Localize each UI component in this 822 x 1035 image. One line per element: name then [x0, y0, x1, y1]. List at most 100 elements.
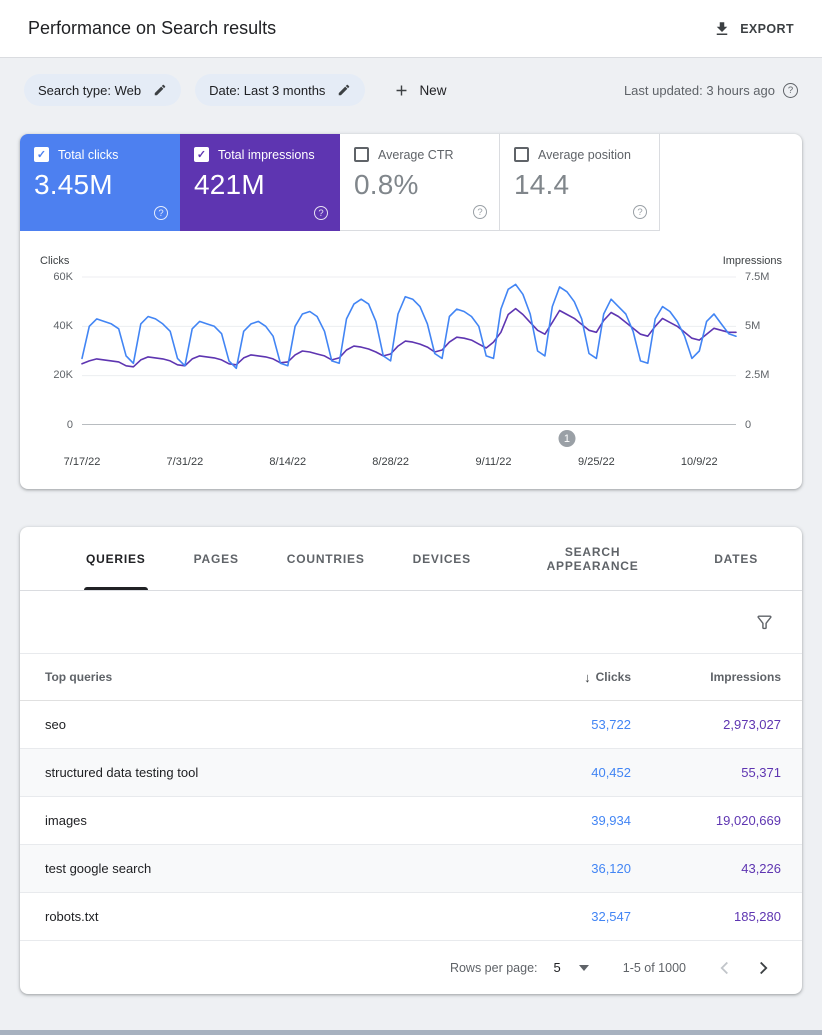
page-title: Performance on Search results	[28, 18, 277, 38]
column-header-clicks[interactable]: ↓ Clicks	[461, 670, 631, 685]
metric-tile-average-position[interactable]: Average position 14.4 ?	[500, 134, 660, 231]
next-page-button[interactable]	[748, 953, 778, 983]
dimensions-table-card: QUERIES PAGES COUNTRIES DEVICES SEARCH A…	[20, 527, 802, 994]
rows-per-page-select[interactable]: 5	[554, 960, 589, 975]
table-row[interactable]: seo 53,722 2,973,027	[20, 701, 802, 749]
help-circle-icon[interactable]: ?	[154, 206, 168, 220]
y-axis-label: 2.5M	[745, 369, 770, 381]
x-axis-label: 8/28/22	[372, 456, 409, 468]
query-cell: seo	[45, 717, 66, 732]
column-header-impressions[interactable]: Impressions	[710, 670, 781, 684]
previous-page-button[interactable]	[710, 953, 740, 983]
pagination-bar: Rows per page: 5 1-5 of 1000	[20, 941, 802, 994]
clicks-cell: 40,452	[591, 765, 631, 780]
column-header-queries: Top queries	[45, 670, 113, 684]
x-axis-label: 9/25/22	[578, 456, 615, 468]
metric-value: 421M	[194, 169, 265, 200]
impressions-cell: 55,371	[741, 765, 781, 780]
table-header-row: Top queries ↓ Clicks Impressions	[20, 653, 802, 701]
metric-value: 0.8%	[354, 169, 419, 200]
metric-label: Average CTR	[378, 147, 454, 162]
checkbox-checked-icon[interactable]: ✓	[34, 147, 49, 162]
new-filter-button[interactable]: New	[393, 82, 446, 99]
export-download-icon	[713, 20, 731, 38]
query-cell: robots.txt	[45, 909, 99, 924]
metric-tile-total-impressions[interactable]: ✓ Total impressions 421M ?	[180, 134, 340, 231]
last-updated: Last updated: 3 hours ago ?	[623, 82, 798, 98]
query-cell: test google search	[45, 861, 152, 876]
table-row[interactable]: structured data testing tool 40,452 55,3…	[20, 749, 802, 797]
pagination-range: 1-5 of 1000	[622, 960, 686, 975]
y-axis-label: 0	[745, 419, 752, 431]
metric-label: Total clicks	[58, 147, 119, 162]
tab-search-appearance[interactable]: SEARCH APPEARANCE	[495, 527, 690, 590]
rows-per-page-label: Rows per page:	[449, 960, 538, 975]
metric-label: Average position	[538, 147, 631, 162]
impressions-cell: 19,020,669	[715, 813, 781, 828]
tab-devices[interactable]: DEVICES	[389, 527, 495, 590]
help-circle-icon[interactable]: ?	[783, 82, 798, 98]
export-button[interactable]: EXPORT	[713, 20, 794, 38]
metric-value: 3.45M	[34, 169, 113, 200]
checkbox-unchecked-icon[interactable]	[514, 147, 529, 162]
tab-pages[interactable]: PAGES	[170, 527, 263, 590]
x-axis-label: 8/14/22	[269, 456, 307, 468]
help-circle-icon[interactable]: ?	[633, 205, 647, 219]
help-circle-icon[interactable]: ?	[314, 206, 328, 220]
clicks-cell: 32,547	[591, 909, 631, 924]
query-cell: structured data testing tool	[45, 765, 199, 780]
plus-icon	[393, 82, 410, 99]
top-bar: Performance on Search results EXPORT	[0, 0, 822, 58]
tab-dates[interactable]: DATES	[690, 527, 782, 590]
export-label: EXPORT	[740, 21, 794, 36]
chart-annotation-marker[interactable]: 1	[558, 430, 576, 447]
clicks-cell: 36,120	[591, 861, 631, 876]
help-circle-icon[interactable]: ?	[473, 205, 487, 219]
x-axis-label: 7/17/22	[63, 456, 101, 468]
date-range-chip-label: Date: Last 3 months	[209, 82, 326, 98]
chevron-left-icon	[714, 957, 736, 979]
impressions-line	[81, 307, 737, 368]
y-axis-label: 20K	[53, 369, 73, 381]
table-row[interactable]: images 39,934 19,020,669	[20, 797, 802, 845]
clicks-axis: 60K 40K 20K 0	[40, 271, 82, 431]
edit-pencil-icon[interactable]	[153, 83, 167, 97]
query-cell: images	[45, 813, 87, 828]
x-axis-label: 7/31/22	[166, 456, 204, 468]
filter-funnel-icon	[755, 613, 774, 632]
clicks-line	[81, 283, 737, 370]
table-row[interactable]: test google search 36,120 43,226	[20, 845, 802, 893]
filter-table-button[interactable]	[755, 613, 774, 632]
y-axis-label: 60K	[53, 271, 73, 283]
x-axis-label: 10/9/22	[680, 456, 718, 468]
right-axis-title: Impressions	[722, 255, 782, 267]
x-axis: 1 7/17/22 7/31/22 8/14/22 8/28/22 9/11/22 9/2…	[64, 425, 736, 475]
checkbox-unchecked-icon[interactable]	[354, 147, 369, 162]
performance-chart-area: Clicks Impressions 60K 40K 20K 0 7.5M 5M…	[20, 231, 802, 489]
edit-pencil-icon[interactable]	[337, 83, 351, 97]
metric-value: 14.4	[514, 169, 570, 200]
metric-label: Total impressions	[218, 147, 315, 162]
y-axis-label: 7.5M	[745, 271, 770, 283]
table-body: seo 53,722 2,973,027 structured data tes…	[20, 701, 802, 941]
last-updated-text: Last updated: 3 hours ago	[623, 82, 775, 98]
metric-tile-total-clicks[interactable]: ✓ Total clicks 3.45M ?	[20, 134, 180, 231]
checkbox-checked-icon[interactable]: ✓	[194, 147, 209, 162]
search-type-chip[interactable]: Search type: Web	[24, 74, 182, 106]
clicks-cell: 53,722	[591, 717, 631, 732]
filter-bar: Search type: Web Date: Last 3 months New…	[0, 58, 822, 126]
table-row[interactable]: robots.txt 32,547 185,280	[20, 893, 802, 941]
impressions-cell: 2,973,027	[723, 717, 781, 732]
impressions-axis: 7.5M 5M 2.5M 0	[736, 271, 782, 431]
sort-descending-icon: ↓	[584, 669, 591, 685]
x-axis-label: 9/11/22	[475, 456, 512, 468]
impressions-cell: 185,280	[734, 909, 781, 924]
performance-line-chart	[81, 276, 737, 425]
performance-summary-card: ✓ Total clicks 3.45M ? ✓ Total impressio…	[20, 134, 802, 489]
date-range-chip[interactable]: Date: Last 3 months	[195, 74, 366, 106]
column-header-clicks-label: Clicks	[595, 670, 631, 684]
tab-queries[interactable]: QUERIES	[62, 527, 170, 590]
tab-countries[interactable]: COUNTRIES	[263, 527, 389, 590]
metric-tile-average-ctr[interactable]: Average CTR 0.8% ?	[340, 134, 500, 231]
dropdown-caret-icon	[578, 964, 589, 971]
